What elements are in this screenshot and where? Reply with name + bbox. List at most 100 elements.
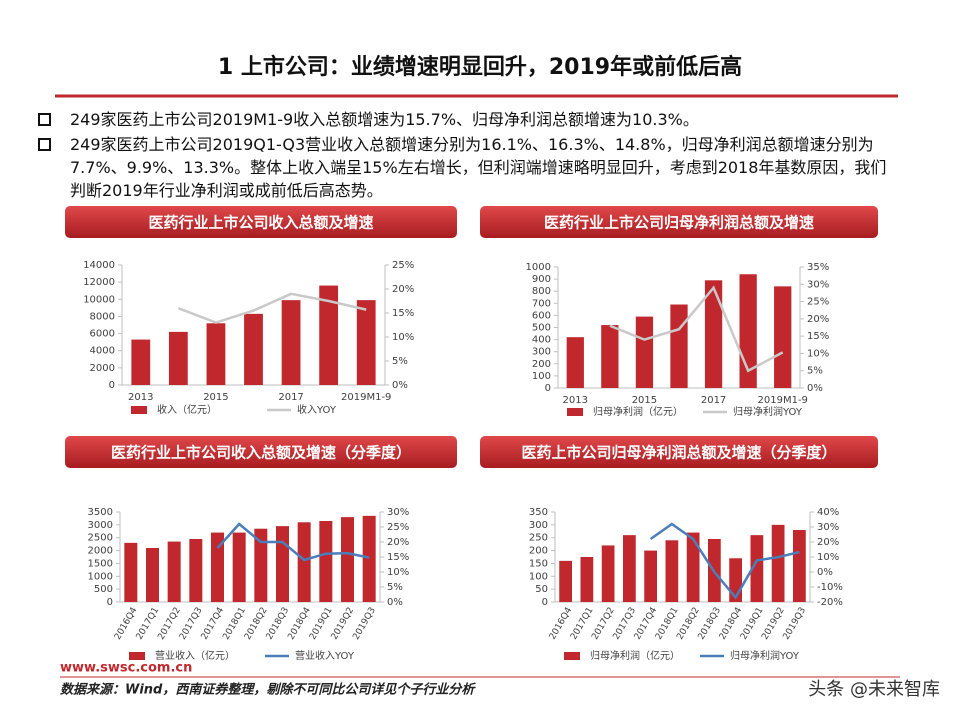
legend-swatch [131,406,147,414]
y2-tick-label: 0% [807,383,823,394]
legend-label: 营业收入（亿元） [155,649,235,662]
bar [276,526,289,602]
y-tick-label: 200 [529,546,548,557]
bar [124,542,138,602]
bar [244,313,263,385]
y-tick-label: 300 [529,520,548,531]
bar [635,316,654,388]
logo: www.swsc.com.cn [60,661,192,676]
y-tick-label: 8000 [90,311,115,322]
line-series [609,285,784,373]
y-tick-label: 200 [532,359,551,370]
bar [665,540,679,602]
watermark: 头条 @未来智库 [808,679,940,700]
y-tick-label: 500 [532,323,551,334]
chart-title: 医药行业上市公司归母净利润总额及增速 [544,214,814,232]
bar [168,331,188,385]
y-tick-label: 500 [94,584,113,595]
y-tick-label: 900 [532,274,551,285]
bar [167,541,181,602]
chart-title: 医药行业上市公司收入总额及增速（分季度） [111,444,411,462]
y2-tick-label: 0% [387,597,403,608]
legend-swatch [129,652,145,660]
y-tick-label: 800 [532,286,551,297]
y2-tick-label: 40% [817,507,839,518]
y-tick-label: 12000 [83,277,115,288]
y-tick-label: 2000 [88,546,113,557]
bar [580,557,594,602]
y2-tick-label: 30% [387,507,409,518]
banner [480,436,878,468]
x-tick-label: 2013 [128,392,153,403]
x-tick-label: 2015 [203,392,228,403]
legend-label: 归母净利润YOY [730,649,800,662]
x-tick-label: 2017 [278,392,303,403]
bar [362,515,376,602]
y2-tick-label: 20% [387,537,409,548]
y2-tick-label: 30% [807,279,829,290]
x-tick-label: 2015 [632,395,657,406]
bar [131,339,151,385]
y-tick-label: 2500 [88,533,113,544]
y-tick-label: 0 [109,380,115,391]
y2-tick-label: 5% [392,356,408,367]
x-tick-label: 2013 [563,395,588,406]
legend-label: 归母净利润（亿元） [590,649,680,662]
y2-tick-label: 30% [817,522,839,533]
bullet: 249家医药上市公司2019M1-9收入总额增速为15.7%、归母净利润总额增速… [38,108,900,131]
y2-tick-label: 5% [387,582,403,593]
bar [341,517,354,602]
y2-tick-label: 10% [387,567,409,578]
y2-tick-label: 0% [817,567,833,578]
y-tick-label: 14000 [83,260,115,271]
y2-tick-label: 25% [387,522,409,533]
chart-title: 医药行业上市公司收入总额及增速 [148,214,373,232]
legend-swatch [567,408,583,416]
y2-tick-label: 15% [387,552,409,563]
legend-label: 收入（亿元） [157,403,217,416]
y2-tick-label: 20% [817,537,839,548]
y-tick-label: 100 [529,571,548,582]
legend-label: 收入YOY [297,403,337,416]
y2-tick-label: 20% [807,314,829,325]
y2-tick-label: 25% [392,260,414,271]
x-tick-label: 2019M1-9 [341,392,391,403]
y2-tick-label: 15% [392,308,414,319]
bar [281,300,301,385]
bar [750,535,764,602]
y-tick-label: 600 [532,310,551,321]
bar [601,325,619,388]
bar [644,550,657,602]
banner [65,436,457,468]
y-tick-label: 0 [545,383,551,394]
bar [254,528,268,602]
y2-tick-label: 10% [392,332,414,343]
bullet: 249家医药上市公司2019Q1-Q3营业收入总额增速分别为16.1%、16.3… [38,133,900,202]
y-tick-label: 10000 [83,294,115,305]
y-tick-label: 4000 [90,346,115,357]
line-series [649,522,800,600]
slide-title: 1 上市公司：业绩增速明显回升，2019年或前低后高 [218,54,742,80]
banner [65,206,457,238]
y-tick-label: 400 [532,335,551,346]
y2-tick-label: 20% [392,284,414,295]
y2-tick-label: 35% [807,262,829,273]
bar [206,323,226,385]
y-tick-label: 300 [532,347,551,358]
bar [601,545,615,602]
bar [189,539,203,602]
y-tick-label: 1000 [526,262,551,273]
y-tick-label: 700 [532,298,551,309]
y-tick-label: 0 [542,597,548,608]
y-tick-label: 0 [107,597,113,608]
y-tick-label: 1500 [88,558,113,569]
bar [559,560,572,602]
bar [774,286,792,388]
legend-swatch [564,652,580,660]
y2-tick-label: -10% [817,582,843,593]
source-note: 数据来源：Wind，西南证券整理，剔除不可同比公司详见个子行业分析 [60,682,476,698]
x-tick-label: 2017 [701,395,726,406]
bar [686,532,700,602]
